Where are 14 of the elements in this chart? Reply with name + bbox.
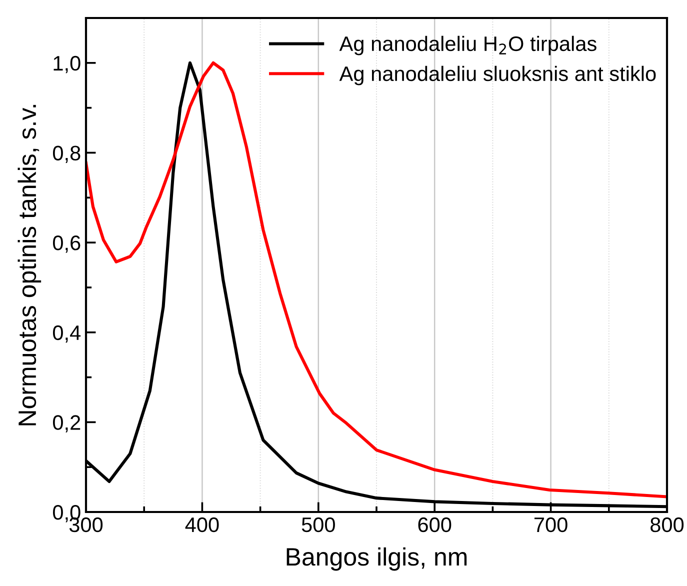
x-tick-label: 600 xyxy=(418,517,452,532)
y-tick-label: 1,0 xyxy=(54,56,80,74)
y-tick-label: 0,4 xyxy=(52,325,81,343)
y-tick-label: 0,8 xyxy=(52,146,80,163)
x-tick-label: 700 xyxy=(534,517,568,532)
legend-label: Ag nanodaleliu sluoksnis ant stiklo xyxy=(339,66,656,86)
y-axis-title: Normuotas optinis tankis, s.v. xyxy=(18,104,42,426)
x-tick-label: 500 xyxy=(302,517,335,532)
x-axis-title: Bangos ilgis, nm xyxy=(286,547,467,571)
y-tick-label: 0,2 xyxy=(52,415,80,432)
legend-label: Ag nanodaleliu H$_{2}$O tirpalas xyxy=(339,36,596,56)
x-tick-label: 400 xyxy=(185,517,219,532)
x-tick-label: 800 xyxy=(650,517,684,532)
y-tick-label: 0,6 xyxy=(52,236,80,253)
